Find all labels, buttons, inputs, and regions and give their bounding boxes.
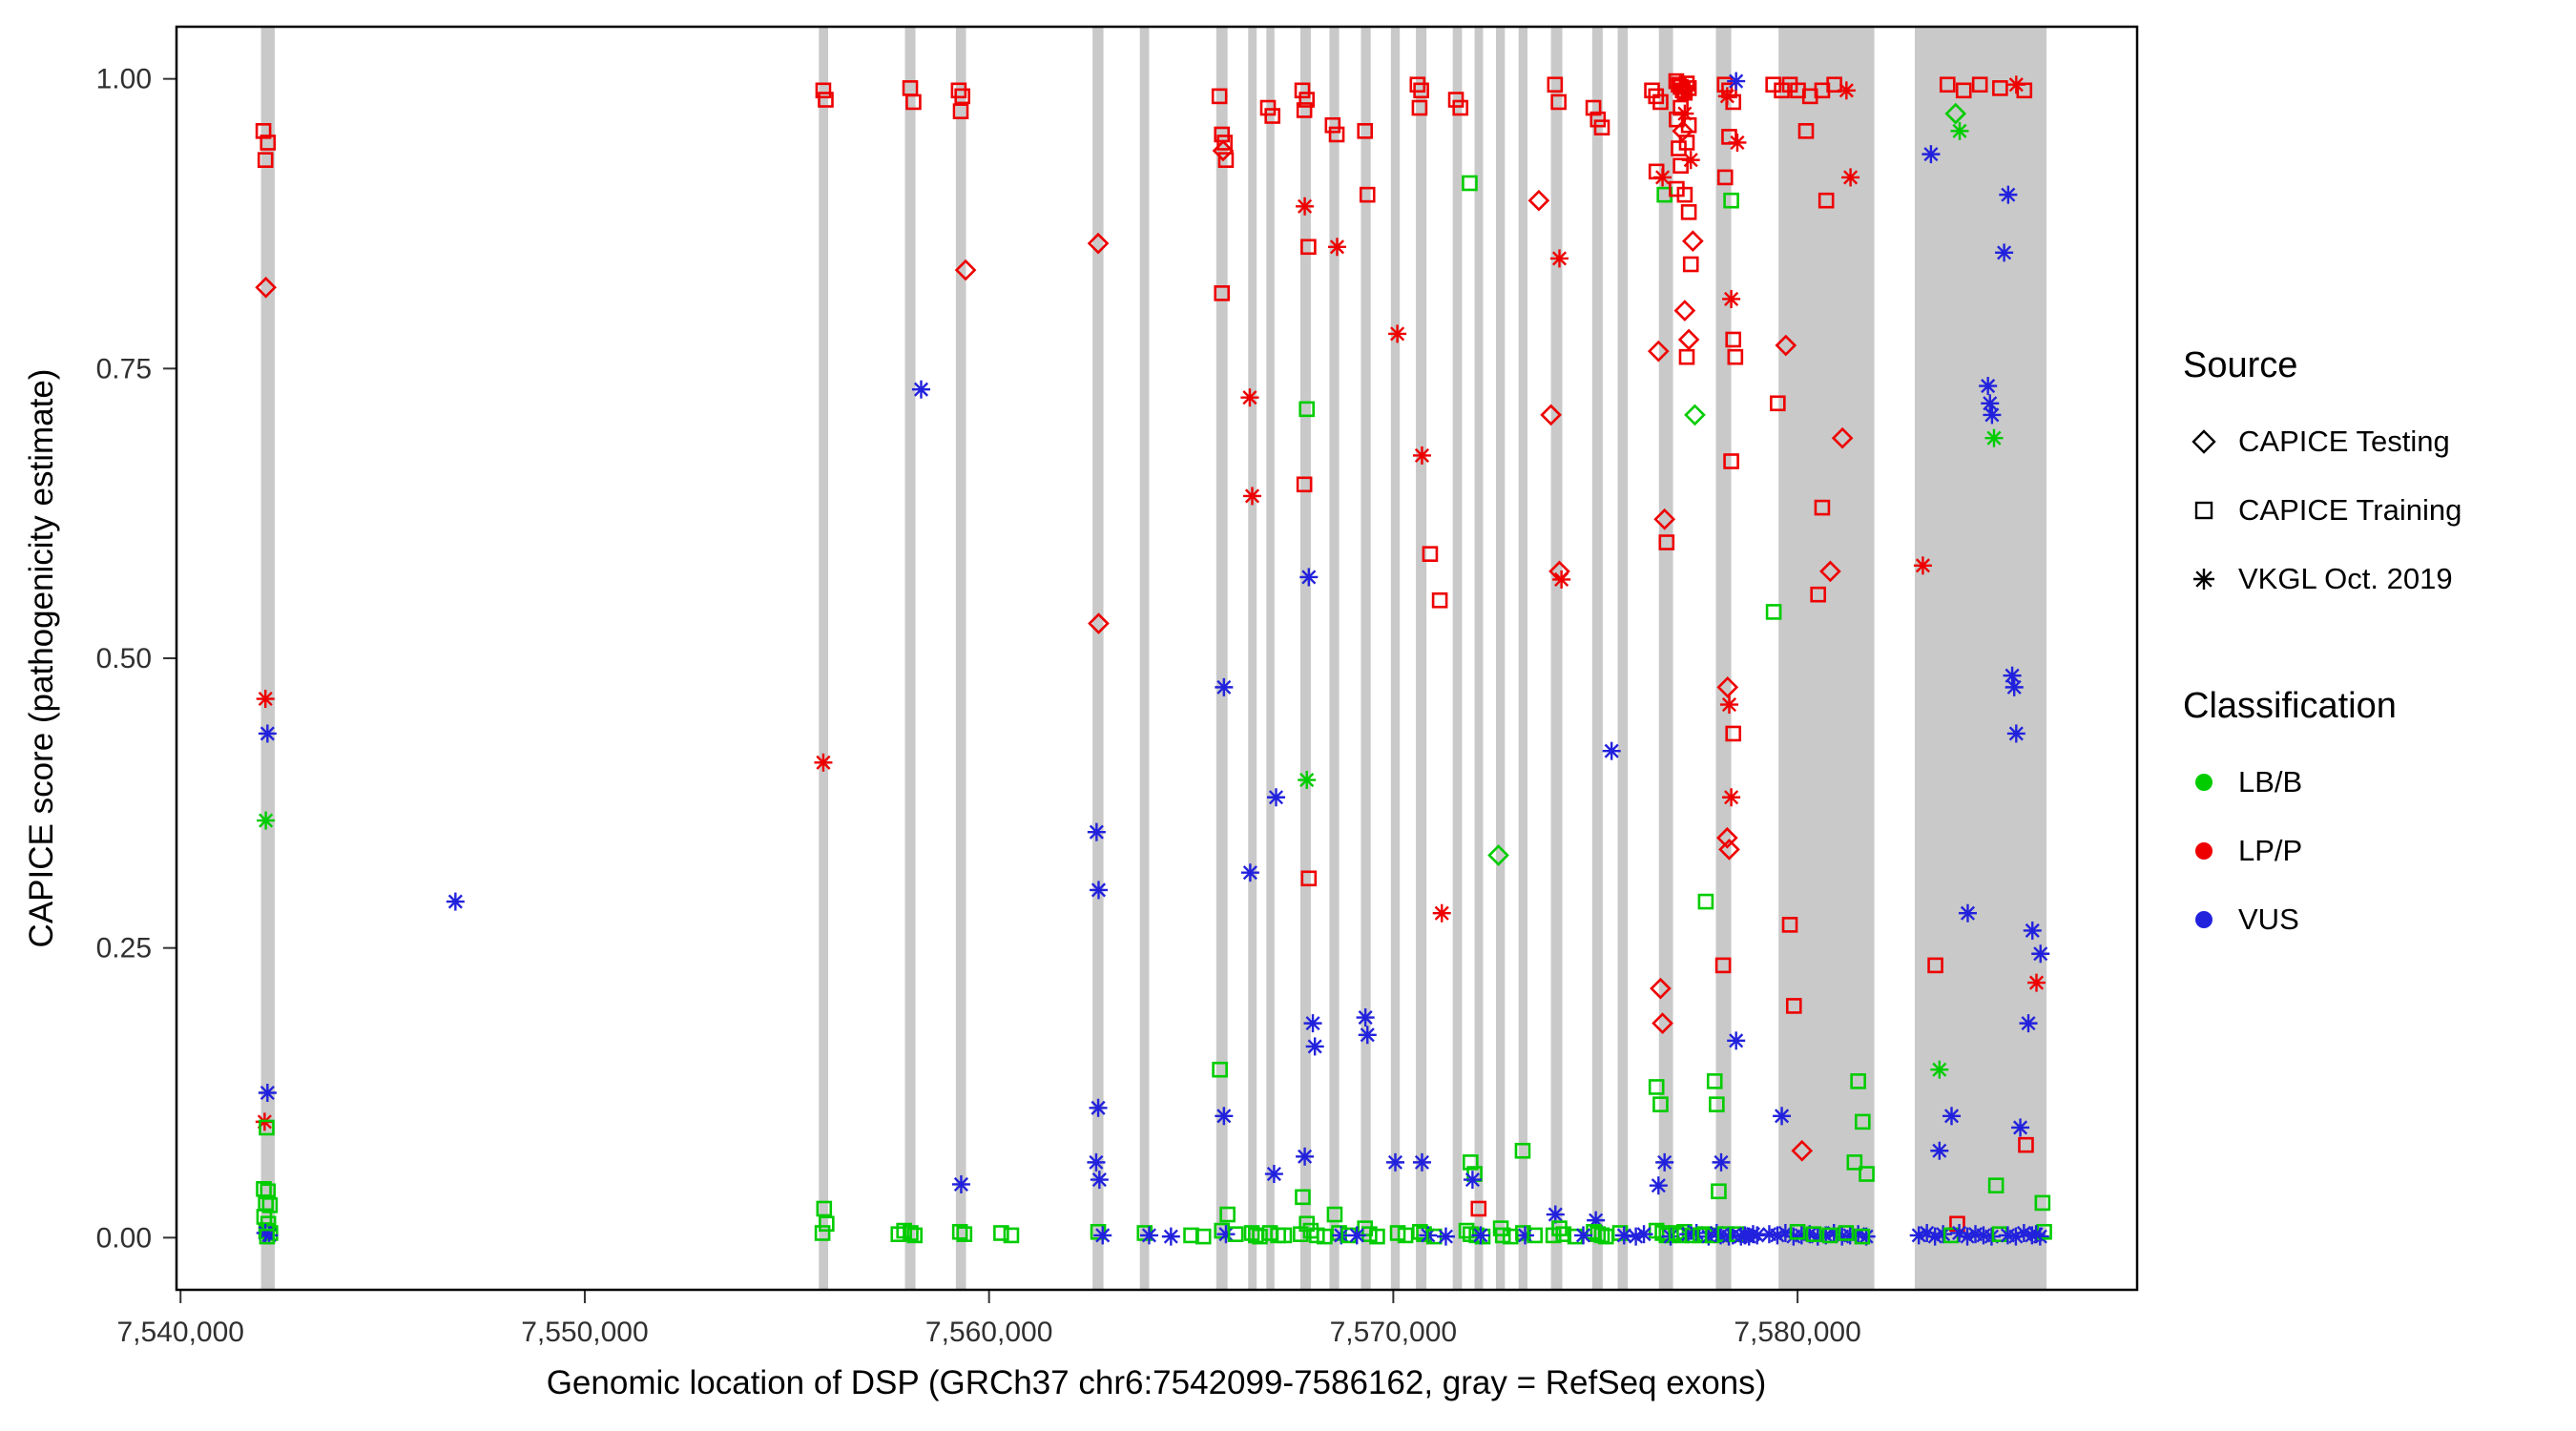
blue-dot-icon (2195, 911, 2212, 928)
legend-source-title: Source (2183, 345, 2298, 385)
legend-item-label: CAPICE Training (2238, 493, 2462, 527)
square-icon (2194, 501, 2213, 520)
x-axis-title: Genomic location of DSP (GRCh37 chr6:754… (546, 1364, 1767, 1401)
svg-text:7,560,000: 7,560,000 (925, 1317, 1052, 1348)
svg-text:7,550,000: 7,550,000 (521, 1317, 648, 1348)
y-axis-title: CAPICE score (pathogenicity estimate) (23, 368, 60, 948)
legend-item-lpp: LP/P (2183, 817, 2462, 885)
svg-text:7,540,000: 7,540,000 (117, 1317, 244, 1348)
svg-text:7,570,000: 7,570,000 (1330, 1317, 1457, 1348)
red-dot-icon (2195, 842, 2212, 860)
legend-item-lbb: LB/B (2183, 748, 2462, 817)
legend-item-label: VUS (2238, 902, 2299, 936)
svg-text:0.50: 0.50 (96, 643, 152, 674)
diamond-icon (2192, 429, 2216, 454)
legend-item-vkgl: VKGL Oct. 2019 (2183, 545, 2462, 613)
legend-spacer (2183, 613, 2462, 686)
legend: Source CAPICE Testing CAPICE Training (2183, 345, 2462, 954)
green-dot-icon (2195, 774, 2212, 791)
legend-item-capice-testing: CAPICE Testing (2183, 407, 2462, 476)
svg-text:1.00: 1.00 (96, 64, 152, 95)
svg-text:0.75: 0.75 (96, 353, 152, 384)
legend-item-label: LP/P (2238, 834, 2303, 867)
legend-item-label: LB/B (2238, 765, 2303, 798)
asterisk-icon (2193, 569, 2214, 590)
legend-item-capice-training: CAPICE Training (2183, 476, 2462, 545)
legend-item-vus: VUS (2183, 885, 2462, 954)
legend-classification-title: Classification (2183, 686, 2397, 726)
svg-text:0.00: 0.00 (96, 1222, 152, 1254)
svg-text:0.25: 0.25 (96, 933, 152, 964)
svg-text:7,580,000: 7,580,000 (1734, 1317, 1860, 1348)
legend-item-label: CAPICE Testing (2238, 425, 2450, 458)
legend-item-label: VKGL Oct. 2019 (2238, 562, 2453, 595)
